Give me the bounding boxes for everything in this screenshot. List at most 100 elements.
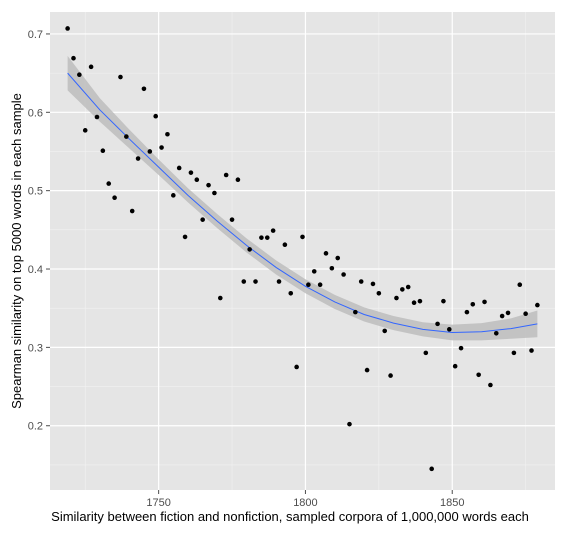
data-point <box>470 301 476 307</box>
x-axis-title: Similarity between fiction and nonfictio… <box>51 509 529 524</box>
data-point <box>306 282 311 288</box>
data-point <box>323 251 329 256</box>
data-point <box>188 170 194 175</box>
data-point <box>317 282 323 288</box>
data-point <box>370 281 376 287</box>
data-point <box>223 172 229 178</box>
data-point <box>200 217 205 222</box>
x-axis-ticks: 1750 1800 1850 <box>146 490 464 509</box>
data-point <box>458 345 464 351</box>
data-point <box>441 298 446 304</box>
data-point <box>153 113 158 119</box>
data-point <box>294 364 299 370</box>
x-tick-label: 1800 <box>293 497 317 509</box>
data-point <box>212 190 217 196</box>
confidence-band <box>67 55 538 341</box>
data-point <box>341 272 346 277</box>
data-point <box>376 291 382 296</box>
data-point <box>176 165 182 171</box>
data-point <box>206 182 211 188</box>
data-point <box>482 299 487 305</box>
y-tick-label: 0.4 <box>28 264 43 276</box>
data-point <box>394 295 399 301</box>
y-tick-label: 0.5 <box>28 186 43 198</box>
data-point <box>241 279 247 284</box>
data-point <box>335 255 341 261</box>
data-point <box>71 55 76 61</box>
data-point <box>411 300 417 306</box>
x-tick-label: 1850 <box>440 497 464 509</box>
data-point <box>135 156 141 161</box>
data-point <box>288 291 294 296</box>
y-tick-label: 0.6 <box>28 107 43 119</box>
data-point <box>165 131 170 137</box>
data-point <box>400 287 405 292</box>
data-point <box>253 279 258 284</box>
data-point <box>282 242 288 248</box>
trend-line <box>67 72 538 334</box>
data-point <box>124 134 129 139</box>
data-point <box>106 181 112 186</box>
y-tick-label: 0.2 <box>28 421 43 433</box>
data-point <box>476 372 481 378</box>
data-point <box>194 177 200 182</box>
data-point <box>329 265 335 271</box>
data-point <box>435 321 440 327</box>
data-point <box>264 235 270 240</box>
plot-panel <box>50 12 555 490</box>
data-point <box>100 148 106 153</box>
data-point <box>505 310 511 316</box>
data-point <box>311 269 317 274</box>
data-point <box>493 330 499 336</box>
data-point <box>388 373 393 378</box>
data-point <box>270 228 276 233</box>
data-point <box>77 72 82 77</box>
data-point <box>276 279 282 284</box>
data-point <box>65 26 70 31</box>
data-point <box>129 208 135 214</box>
data-point <box>347 421 352 427</box>
data-point <box>417 298 423 304</box>
y-tick-label: 0.3 <box>28 342 43 354</box>
data-point <box>82 128 88 133</box>
data-point <box>452 363 458 369</box>
data-point <box>535 302 540 308</box>
data-point <box>529 348 534 353</box>
data-point <box>300 234 305 240</box>
data-point <box>423 350 429 356</box>
major-gridlines <box>50 12 555 490</box>
data-point <box>358 279 364 284</box>
data-point <box>353 309 358 315</box>
data-point <box>511 350 517 356</box>
y-tick-label: 0.7 <box>28 29 43 41</box>
y-axis-title: Spearman similarity on top 5000 words in… <box>9 93 24 409</box>
data-point <box>159 145 164 150</box>
x-tick-label: 1750 <box>146 497 170 509</box>
data-point <box>88 64 94 70</box>
data-point <box>235 177 241 182</box>
data-points <box>65 26 540 472</box>
data-point <box>517 282 523 288</box>
y-axis-ticks: 0.2 0.3 0.4 0.5 0.6 0.7 <box>28 29 50 433</box>
data-point <box>118 74 123 80</box>
data-point <box>247 247 252 252</box>
data-point <box>147 149 153 154</box>
data-point <box>499 313 505 319</box>
data-point <box>364 367 370 373</box>
data-point <box>405 284 411 290</box>
data-point <box>182 234 188 240</box>
data-point <box>447 327 452 332</box>
data-point <box>171 193 176 198</box>
data-point <box>112 195 117 201</box>
data-point <box>429 466 434 472</box>
data-point <box>94 114 100 120</box>
data-point <box>217 295 223 301</box>
data-point <box>382 328 388 334</box>
data-point <box>523 311 528 316</box>
data-point <box>488 382 493 388</box>
data-point <box>259 235 264 240</box>
minor-gridlines <box>50 12 555 490</box>
data-point <box>141 86 147 92</box>
